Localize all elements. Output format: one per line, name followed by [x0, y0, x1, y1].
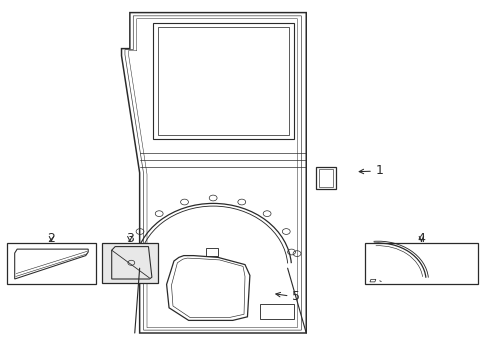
Text: 2: 2 — [48, 232, 55, 245]
Text: 1: 1 — [359, 165, 384, 177]
Text: 3: 3 — [126, 232, 134, 245]
Polygon shape — [102, 243, 158, 283]
Text: 5: 5 — [276, 291, 300, 303]
Text: 4: 4 — [417, 232, 425, 245]
